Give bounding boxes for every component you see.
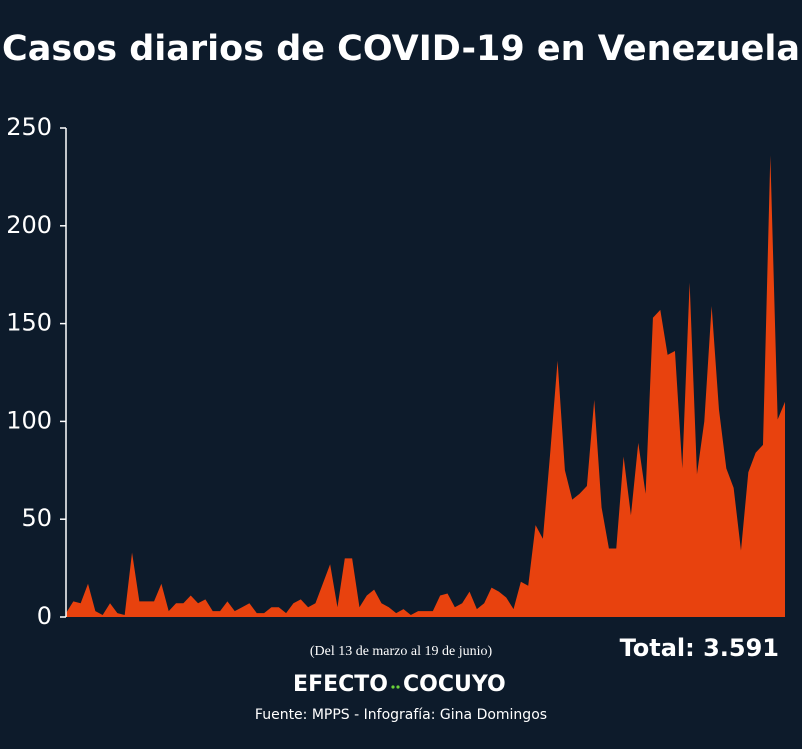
brand-dot [396, 685, 400, 689]
chart-title: Casos diarios de COVID-19 en Venezuela [2, 29, 800, 69]
brand-left: EFECTO [293, 672, 388, 697]
y-tick-label: 250 [6, 113, 52, 141]
y-tick-label: 100 [6, 406, 52, 434]
y-tick-label: 50 [21, 504, 52, 532]
total-label: Total: 3.591 [620, 634, 779, 662]
source: Fuente: MPPS - Infografía: Gina Domingos [255, 707, 547, 723]
subtitle: (Del 13 de marzo al 19 de junio) [310, 644, 493, 659]
y-tick-label: 0 [37, 602, 52, 630]
brand-right: COCUYO [403, 672, 506, 697]
y-tick-label: 150 [6, 309, 52, 337]
brand-dot [391, 685, 395, 689]
y-tick-label: 200 [6, 211, 52, 239]
area [66, 155, 785, 617]
